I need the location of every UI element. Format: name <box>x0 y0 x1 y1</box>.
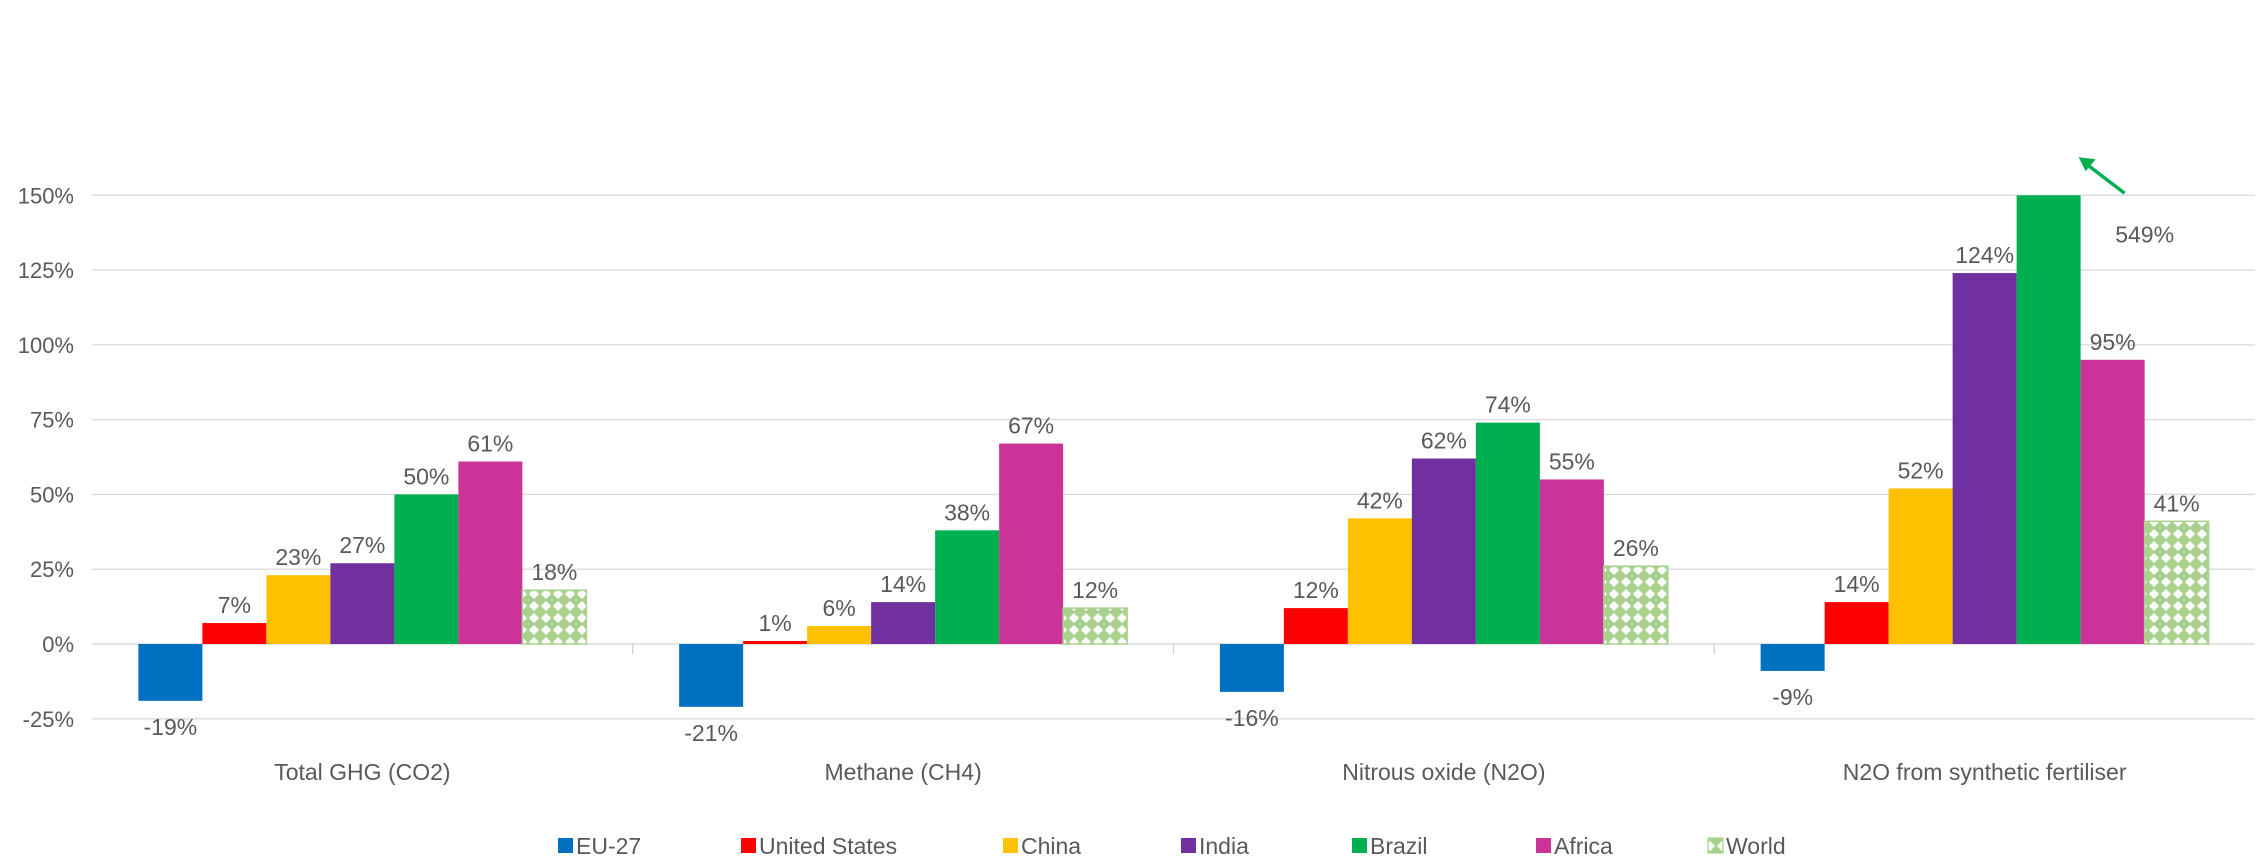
category-label: N2O from synthetic fertiliser <box>1843 759 2127 785</box>
data-label: 67% <box>1008 413 1054 439</box>
bar-india <box>871 602 936 644</box>
data-label: 12% <box>1072 577 1118 603</box>
legend-swatch <box>1352 838 1367 853</box>
y-tick-label: 50% <box>30 482 74 507</box>
legend-swatch <box>1536 838 1551 853</box>
bar-africa <box>458 461 523 644</box>
data-label: 41% <box>2154 490 2200 516</box>
bar-africa <box>999 443 1064 644</box>
data-label: 1% <box>759 610 792 636</box>
bar-china <box>807 626 872 644</box>
bar-eu-27 <box>1219 644 1284 692</box>
data-label: 95% <box>2090 329 2136 355</box>
legend-label: World <box>1726 833 1786 859</box>
legend-label: China <box>1021 833 1081 859</box>
data-label: 12% <box>1293 577 1339 603</box>
bar-brazil <box>394 494 459 644</box>
bar-india <box>1411 458 1476 644</box>
y-tick-label: 0% <box>42 632 74 657</box>
bar-world <box>2143 520 2210 645</box>
category-labels: Total GHG (CO2) Methane (CH4) Nitrous oxid… <box>274 759 2127 785</box>
category-label: Methane (CH4) <box>825 759 982 785</box>
y-tick-label: -25% <box>23 707 74 732</box>
bar-eu-27 <box>138 644 203 701</box>
bar-eu-27 <box>679 644 744 707</box>
overflow-arrow <box>2085 162 2126 195</box>
legend-swatch <box>1181 838 1196 853</box>
data-label: 52% <box>1898 457 1944 483</box>
bar-brazil <box>1475 422 1540 644</box>
y-tick-label: 125% <box>18 258 74 283</box>
legend-swatch <box>1707 837 1724 854</box>
data-label: 549% <box>2115 221 2174 247</box>
legend-swatch <box>1003 838 1018 853</box>
bar-united-states <box>1824 602 1889 644</box>
data-label: 26% <box>1613 535 1659 561</box>
category-label: Nitrous oxide (N2O) <box>1342 759 1545 785</box>
data-label: 50% <box>403 463 449 489</box>
bar-united-states <box>743 641 808 644</box>
data-label: -21% <box>684 720 738 746</box>
legend-swatch <box>741 838 756 853</box>
y-tick-label: 100% <box>18 333 74 358</box>
data-label: 42% <box>1357 487 1403 513</box>
data-label: 27% <box>339 532 385 558</box>
bar-china <box>266 575 331 644</box>
bar-brazil <box>2016 195 2081 644</box>
data-label: -16% <box>1225 705 1279 731</box>
y-tick-label: 75% <box>30 408 74 433</box>
bar-india <box>330 563 395 644</box>
data-label: 62% <box>1421 428 1467 454</box>
bar-africa <box>1539 479 1604 644</box>
data-label: 61% <box>467 431 513 457</box>
category-label: Total GHG (CO2) <box>274 759 450 785</box>
legend-label: Brazil <box>1370 833 1428 859</box>
legend-label: Africa <box>1554 833 1613 859</box>
data-labels: -19% 7% 23% 27% 50% 61% 18% -21% 1% 6% 14% 38% 67% 12… <box>144 221 2200 746</box>
data-label: -19% <box>144 714 198 740</box>
data-label: 14% <box>1834 571 1880 597</box>
annotation <box>2078 157 2126 195</box>
bar-world <box>521 589 588 645</box>
legend-label: United States <box>759 833 897 859</box>
legend-swatch <box>558 838 573 853</box>
bar-world <box>1603 565 1669 645</box>
data-label: 74% <box>1485 392 1531 418</box>
data-label: 38% <box>944 499 990 525</box>
data-label: -9% <box>1772 684 1813 710</box>
bar-united-states <box>202 623 267 644</box>
bar-china <box>1888 488 1953 644</box>
data-label: 7% <box>218 592 251 618</box>
legend: EU-27 United States China India Brazil Africa… <box>558 833 1786 859</box>
legend-label: India <box>1199 833 1249 859</box>
bar-united-states <box>1283 608 1348 644</box>
bar-africa <box>2080 359 2145 644</box>
bar-eu-27 <box>1760 644 1825 671</box>
data-label: 6% <box>823 595 856 621</box>
y-tick-label: 25% <box>30 557 74 582</box>
y-axis-ticks: -25% 0% 25% 50% 75% 100% 125% 150% <box>18 183 74 732</box>
data-label: 55% <box>1549 448 1595 474</box>
data-label: 23% <box>275 544 321 570</box>
bar-brazil <box>935 530 1000 644</box>
bar-china <box>1347 518 1412 644</box>
legend-label: EU-27 <box>576 833 641 859</box>
data-label: 14% <box>880 571 926 597</box>
bar-india <box>1952 273 2017 644</box>
bars <box>138 195 2210 707</box>
data-label: 124% <box>1955 242 2014 268</box>
overflow-arrowhead <box>2078 157 2096 172</box>
data-label: 18% <box>531 559 577 585</box>
y-tick-label: 150% <box>18 183 74 208</box>
bar-world <box>1062 607 1128 645</box>
